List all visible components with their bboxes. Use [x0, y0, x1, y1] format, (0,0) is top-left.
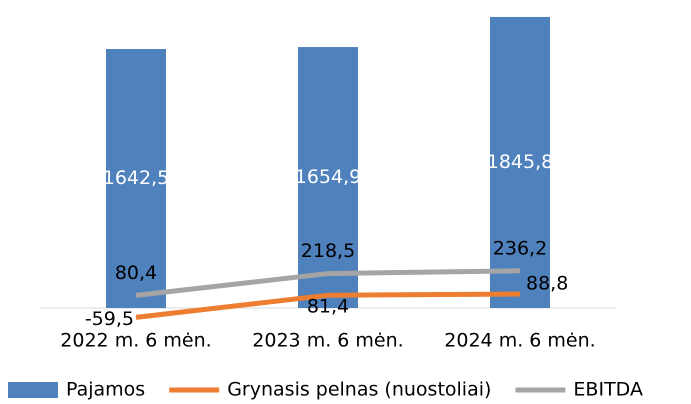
data-label: 1845,8: [487, 151, 553, 173]
legend-label: Pajamos: [66, 379, 145, 401]
legend-label: Grynasis pelnas (nuostoliai): [227, 379, 491, 401]
data-label: 1642,5: [103, 167, 169, 189]
data-label: -59,5: [85, 308, 134, 330]
legend-swatch: [8, 382, 58, 398]
x-tick-label: 2024 m. 6 mėn.: [444, 330, 595, 352]
line: [135, 291, 521, 320]
x-tick-label: 2023 m. 6 mėn.: [252, 330, 403, 352]
data-label: 80,4: [115, 262, 157, 284]
data-label: 1654,9: [295, 166, 361, 188]
bar: [490, 16, 550, 309]
bar: [298, 47, 358, 309]
data-label: 218,5: [301, 240, 355, 262]
legend-label: EBITDA: [573, 379, 643, 401]
x-tick-label: 2022 m. 6 mėn.: [60, 330, 211, 352]
line: [135, 268, 521, 298]
bar: [106, 49, 166, 309]
data-label: 81,4: [307, 296, 349, 318]
data-label: 236,2: [493, 237, 547, 259]
data-label: 88,8: [526, 273, 568, 295]
